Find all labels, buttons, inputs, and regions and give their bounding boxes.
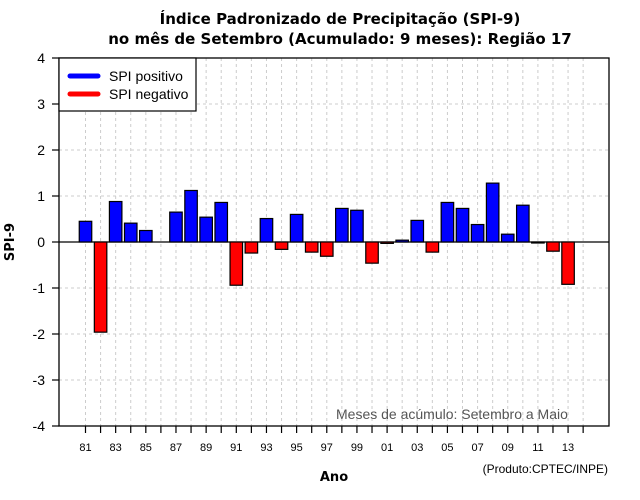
x-tick-label: 09 [502, 442, 514, 454]
bar-1999 [350, 209, 364, 243]
bar-2001 [380, 241, 394, 244]
bar-2005 [440, 201, 455, 243]
x-tick-label: 89 [200, 442, 212, 454]
x-axis-ticks: 81 83 85 87 89 91 93 95 97 99 01 03 05 07 09 11 13 [79, 426, 584, 454]
bar-2000 [365, 241, 379, 264]
bar-1992 [244, 241, 259, 254]
x-tick-label: 01 [381, 442, 393, 454]
y-tick-label: 1 [37, 188, 45, 204]
x-axis-label: Ano [320, 470, 348, 485]
x-tick-label: 93 [260, 442, 272, 454]
x-tick-label: 81 [79, 442, 91, 454]
x-tick-label: 05 [441, 442, 453, 454]
bar-1985 [138, 229, 153, 243]
x-tick-label: 03 [411, 442, 423, 454]
bar-1993 [259, 217, 274, 243]
bar-1994 [274, 241, 289, 250]
bar-1983 [108, 200, 123, 243]
legend-label-negative: SPI negativo [109, 86, 189, 102]
chart-title: Índice Padronizado de Precipitação (SPI-… [160, 9, 521, 28]
bar-2013 [561, 241, 575, 285]
x-tick-label: 99 [351, 442, 363, 454]
bar-2003 [410, 219, 425, 243]
bar-2007 [470, 223, 485, 243]
x-tick-label: 83 [110, 442, 122, 454]
legend-box [58, 57, 197, 112]
bar-1981 [78, 220, 93, 243]
x-tick-label: 07 [471, 442, 483, 454]
bar-1991 [229, 241, 244, 286]
bar-2011 [531, 241, 545, 244]
bar-1984 [123, 222, 138, 243]
bar-2012 [546, 241, 560, 252]
grid-lines [59, 58, 609, 426]
y-tick-label: -1 [33, 280, 46, 296]
x-tick-label: 87 [170, 442, 182, 454]
y-tick-label: -4 [33, 418, 46, 434]
bar-1997 [319, 241, 334, 257]
bar-1990 [214, 201, 229, 243]
y-tick-label: 2 [37, 142, 45, 158]
x-tick-label: 13 [562, 442, 574, 454]
bar-2009 [500, 233, 515, 243]
y-tick-label: -3 [33, 372, 46, 388]
bar-1989 [199, 216, 213, 243]
bar-2006 [455, 207, 470, 243]
chart-subtitle: no mês de Setembro (Acumulado: 9 meses):… [108, 30, 571, 48]
x-tick-label: 95 [290, 442, 302, 454]
credit-text: (Produto:CPTEC/INPE) [483, 462, 608, 476]
annotation-text: Meses de acúmulo: Setembro a Maio [336, 406, 568, 422]
y-axis-label: SPI-9 [3, 223, 18, 261]
y-tick-label: 3 [37, 96, 45, 112]
bar-1982 [93, 241, 108, 333]
bar-1987 [169, 211, 183, 243]
bar-1988 [184, 189, 198, 243]
y-axis-ticks: 4 3 2 1 0 -1 -2 -3 -4 [33, 50, 59, 434]
x-tick-label: 97 [321, 442, 333, 454]
bar-1995 [289, 213, 304, 243]
legend: SPI positivo SPI negativo [58, 57, 197, 112]
bar-1998 [335, 207, 349, 243]
bar-2008 [485, 182, 500, 243]
bar-1996 [304, 241, 319, 253]
y-tick-label: 0 [37, 234, 45, 250]
x-tick-label: 85 [140, 442, 152, 454]
y-tick-label: -2 [33, 326, 46, 342]
x-tick-label: 11 [532, 442, 543, 454]
bar-2004 [425, 241, 440, 253]
bar-2002 [395, 239, 410, 243]
x-tick-label: 91 [230, 442, 242, 454]
y-tick-label: 4 [37, 50, 45, 66]
bar-2010 [515, 204, 530, 243]
legend-label-positive: SPI positivo [109, 68, 183, 84]
bars [78, 182, 575, 333]
